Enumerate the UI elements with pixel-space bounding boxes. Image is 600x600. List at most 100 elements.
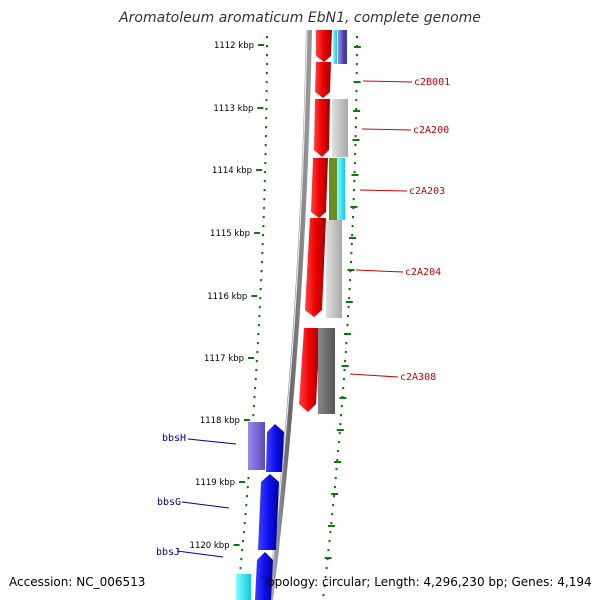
scale-tick-label: 1116 kbp xyxy=(207,292,247,302)
gene-label: bbsH xyxy=(162,433,186,444)
track-dot-left xyxy=(261,252,264,255)
dotted-track-group xyxy=(236,36,358,597)
track-dot-right xyxy=(354,135,357,138)
track-dot-right xyxy=(336,459,339,462)
gene-olive xyxy=(329,158,337,220)
track-dot-left xyxy=(265,108,268,111)
track-dot-left xyxy=(252,405,255,408)
track-dot-left xyxy=(263,198,266,201)
gene-darkblue xyxy=(343,30,347,64)
track-dot-right xyxy=(355,90,358,93)
gene-red xyxy=(311,158,328,218)
track-dot-left xyxy=(265,90,268,93)
gene-cyan xyxy=(236,574,251,600)
track-dot-right xyxy=(350,261,352,264)
track-dot-right xyxy=(338,432,341,435)
track-dot-right xyxy=(344,351,347,354)
track-dot-left xyxy=(246,495,248,498)
track-dot-right xyxy=(324,576,327,579)
track-dot-right xyxy=(353,171,356,174)
gene-cyan xyxy=(337,158,345,220)
track-dot-right xyxy=(353,180,356,183)
track-dot-right xyxy=(340,405,343,408)
page-title: Aromatoleum aromaticum EbN1, complete ge… xyxy=(119,10,481,26)
scale-tick-label: 1115 kbp xyxy=(210,229,250,239)
track-dot-right xyxy=(337,450,340,453)
track-dot-right xyxy=(342,387,345,390)
track-dot-right xyxy=(346,324,349,327)
track-dot-left xyxy=(253,396,256,399)
track-dot-left xyxy=(259,297,262,300)
track-dot-left xyxy=(257,333,260,336)
track-dot-left xyxy=(263,189,266,192)
track-dot-left xyxy=(256,351,259,354)
track-dot-left xyxy=(260,279,263,282)
track-dot-left xyxy=(264,171,267,174)
track-dot-left xyxy=(266,45,268,48)
track-dot-left xyxy=(247,477,250,480)
track-dot-right xyxy=(349,279,352,282)
track-dot-left xyxy=(265,117,268,120)
gene-red xyxy=(315,62,331,98)
track-dot-left xyxy=(257,324,260,327)
track-dot-left xyxy=(252,414,255,417)
genome-backbone xyxy=(267,29,312,600)
track-dot-right xyxy=(343,369,346,372)
track-dot-right xyxy=(335,468,338,471)
track-dot-right xyxy=(347,306,350,309)
track-dot-left xyxy=(265,126,268,129)
track-dot-right xyxy=(340,414,343,417)
track-dot-right xyxy=(355,63,358,66)
track-dot-right xyxy=(354,144,357,147)
track-dot-right xyxy=(333,486,336,489)
gene-cyan xyxy=(333,30,337,64)
track-dot-left xyxy=(263,207,265,210)
scale-tick-label: 1117 kbp xyxy=(204,354,244,364)
gene-label: c2A204 xyxy=(405,267,441,278)
track-dot-left xyxy=(262,234,264,237)
track-dot-right xyxy=(350,252,353,255)
gene-purple xyxy=(248,422,265,470)
track-dot-right xyxy=(328,540,331,543)
track-dot-left xyxy=(258,306,261,309)
gene-label: c2B001 xyxy=(414,77,450,88)
gene-label: bbsJ xyxy=(156,547,180,558)
track-dot-left xyxy=(254,378,257,381)
track-dot-right xyxy=(356,36,358,39)
track-dot-right xyxy=(339,423,342,426)
track-dot-left xyxy=(258,315,261,318)
gene-label: c2A200 xyxy=(413,125,449,136)
track-dot-left xyxy=(265,72,268,75)
track-dot-left xyxy=(263,180,266,183)
track-dot-right xyxy=(352,198,355,201)
track-dot-left xyxy=(265,81,268,84)
track-dot-left xyxy=(254,387,257,390)
track-dot-left xyxy=(242,540,244,543)
track-dot-left xyxy=(266,36,268,39)
scale-tick-label: 1120 kbp xyxy=(190,541,230,551)
track-dot-left xyxy=(259,288,262,291)
track-dot-left xyxy=(264,135,267,138)
track-dot-right xyxy=(355,108,358,111)
track-dot-right xyxy=(349,270,352,273)
gene-blue xyxy=(255,552,273,600)
gene-label: c2A308 xyxy=(400,372,436,383)
track-dot-left xyxy=(255,369,258,372)
scale-tick-label: 1113 kbp xyxy=(213,104,253,114)
track-dot-right xyxy=(325,567,328,570)
track-dot-right xyxy=(348,297,351,300)
track-dot-right xyxy=(326,558,329,561)
track-dot-right xyxy=(334,477,337,480)
track-dot-left xyxy=(264,153,267,156)
track-dot-right xyxy=(347,315,349,318)
gene-label: bbsG xyxy=(157,497,181,508)
track-dot-right xyxy=(353,162,356,165)
track-dot-left xyxy=(265,54,268,57)
scale-tick-label: 1119 kbp xyxy=(195,478,235,488)
gene-red xyxy=(316,30,332,62)
track-dot-left xyxy=(240,558,243,561)
track-dot-left xyxy=(243,522,246,525)
track-dot-right xyxy=(345,342,348,345)
track-dot-left xyxy=(261,243,264,246)
